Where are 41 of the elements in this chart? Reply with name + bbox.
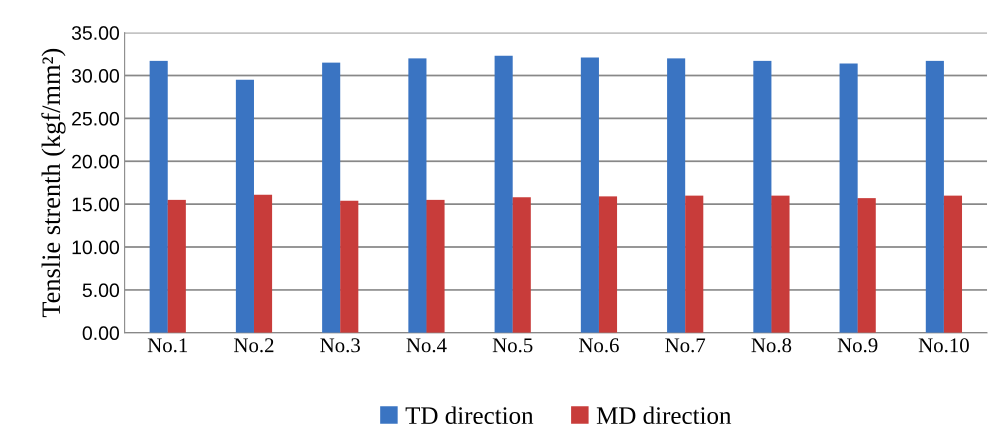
- x-tick-label: No.5: [492, 338, 532, 352]
- y-tick-label: 10.00: [72, 240, 120, 254]
- x-tick-label: No.1: [148, 338, 188, 352]
- y-tick-label: 0.00: [82, 326, 120, 340]
- y-axis-title: Tenslie strenth (kgf/mm²): [41, 48, 66, 318]
- bar: [426, 200, 445, 333]
- bar: [840, 64, 858, 333]
- x-tick-label: No.9: [838, 338, 878, 352]
- bar: [858, 198, 876, 333]
- y-tick-label: 25.00: [72, 112, 120, 126]
- bar: [254, 194, 272, 333]
- legend-label: MD direction: [596, 406, 732, 424]
- y-tick-label: 15.00: [72, 198, 120, 212]
- x-tick-label: No.2: [234, 338, 274, 352]
- bar: [236, 80, 254, 333]
- bar: [512, 197, 531, 333]
- x-tick-label: No.8: [751, 338, 792, 352]
- legend-label: TD direction: [406, 406, 534, 424]
- x-tick-label: No.6: [579, 338, 619, 352]
- y-tick-label: 30.00: [72, 68, 120, 83]
- bar: [340, 200, 358, 333]
- bar: [944, 196, 962, 333]
- bar: [494, 56, 513, 333]
- y-tick-label: 35.00: [72, 26, 120, 40]
- x-tick-label: No.7: [665, 338, 706, 352]
- bar: [580, 57, 599, 333]
- bar: [771, 196, 790, 333]
- bar: [150, 60, 168, 333]
- bar: [408, 58, 426, 333]
- bar: [168, 200, 186, 333]
- bar: [598, 196, 618, 333]
- y-tick-label: 5.00: [82, 283, 120, 298]
- x-tick-label: No.4: [406, 338, 447, 352]
- bar: [685, 196, 704, 333]
- x-tick-label: No.10: [918, 338, 969, 352]
- y-tick-label: 20.00: [72, 154, 120, 168]
- bar: [753, 60, 772, 333]
- x-tick-label: No.3: [320, 338, 360, 352]
- bar: [322, 62, 340, 333]
- bar: [926, 60, 944, 333]
- bar: [667, 58, 686, 333]
